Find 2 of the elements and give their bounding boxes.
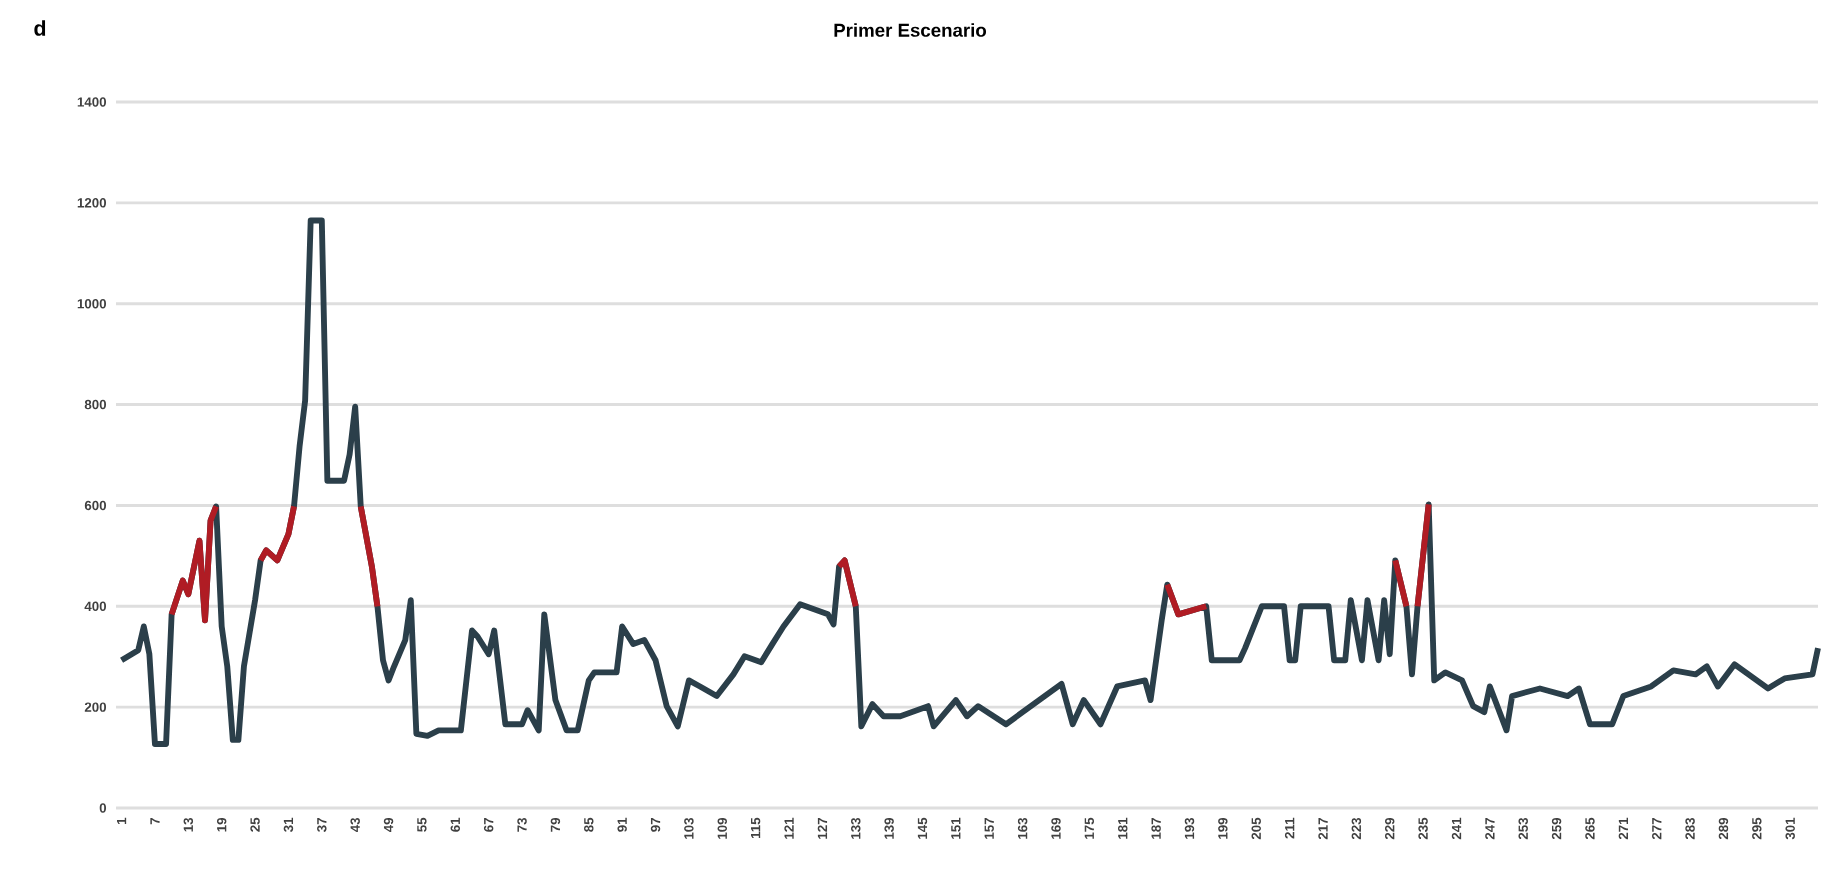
text: d	[34, 20, 46, 36]
chart-title: Primer Escenario	[834, 23, 987, 37]
